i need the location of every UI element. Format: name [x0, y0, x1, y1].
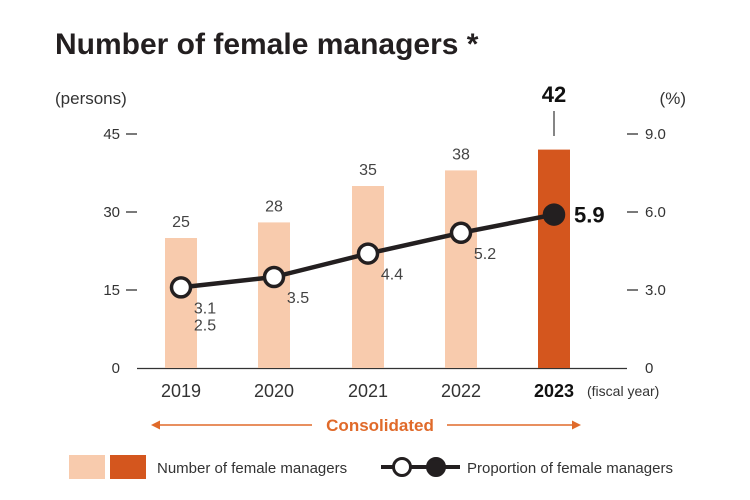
bars — [165, 149, 570, 368]
right-tick-label: 6.0 — [645, 204, 666, 221]
proportion-marker-2020 — [262, 265, 286, 289]
right-tick-label: 0 — [645, 360, 653, 377]
bar-2023 — [538, 149, 570, 368]
left-axis-unit: (persons) — [55, 89, 127, 108]
legend-swatch-bar-light — [69, 455, 105, 479]
bar-2022 — [445, 170, 477, 368]
proportion-marker-2022 — [449, 221, 473, 245]
left-tick-label: 30 — [103, 204, 120, 221]
right-tick-label: 3.0 — [645, 282, 666, 299]
x-tick-label: 2022 — [441, 381, 481, 401]
consolidated-label: Consolidated — [326, 416, 434, 435]
x-axis-labels: 2019 2020 2021 2022 2023 — [161, 381, 574, 401]
x-tick-label: 2019 — [161, 381, 201, 401]
left-tick-label: 45 — [103, 126, 120, 143]
bar-value-label: 38 — [452, 146, 470, 163]
consolidated-range: Consolidated — [151, 416, 581, 435]
proportion-value-label: 5.2 — [474, 246, 496, 263]
left-tick-label: 15 — [103, 282, 120, 299]
consolidated-arrowhead-left — [151, 420, 160, 430]
right-axis-unit: (%) — [660, 89, 686, 108]
axes: 0 15 30 45 0 3.0 6.0 9.0 — [103, 126, 666, 377]
right-tick-label: 9.0 — [645, 126, 666, 143]
chart-title: Number of female managers * — [55, 28, 479, 61]
bar-2020 — [258, 222, 290, 368]
proportion-value-label: 5.9 — [574, 203, 605, 228]
proportion-line-layer: 3.1 3.5 4.4 5.2 5.9 2.5 — [169, 203, 605, 334]
x-tick-label: 2021 — [348, 381, 388, 401]
bar-value-label: 42 — [542, 82, 566, 107]
bar-value-label: 25 — [172, 214, 190, 231]
bar-labels: 25 28 35 38 42 — [172, 82, 566, 231]
legend-swatch-bar-highlight — [110, 455, 146, 479]
left-tick-label: 0 — [112, 360, 120, 377]
bar-2019 — [165, 238, 197, 368]
proportion-marker-2021 — [356, 242, 380, 265]
x-tick-label: 2020 — [254, 381, 294, 401]
proportion-value-label: 3.1 — [194, 300, 216, 317]
proportion-marker-2023 — [542, 203, 566, 226]
consolidated-arrowhead-right — [572, 420, 581, 430]
legend: Number of female managers Proportion of … — [69, 455, 673, 479]
proportion-value-label: 3.5 — [287, 290, 309, 307]
x-axis-suffix: (fiscal year) — [587, 383, 659, 399]
bar-value-label: 35 — [359, 162, 377, 179]
legend-label-bars: Number of female managers — [157, 460, 347, 477]
x-tick-label: 2023 — [534, 381, 574, 401]
proportion-value-label: 4.4 — [381, 267, 403, 284]
bar-2021 — [352, 186, 384, 368]
proportion-extra-label: 2.5 — [194, 317, 216, 334]
proportion-marker-2019 — [169, 276, 193, 299]
legend-label-line: Proportion of female managers — [467, 460, 673, 477]
legend-marker-open — [392, 457, 412, 477]
legend-marker-filled — [426, 457, 446, 477]
bar-value-label: 28 — [265, 198, 283, 215]
